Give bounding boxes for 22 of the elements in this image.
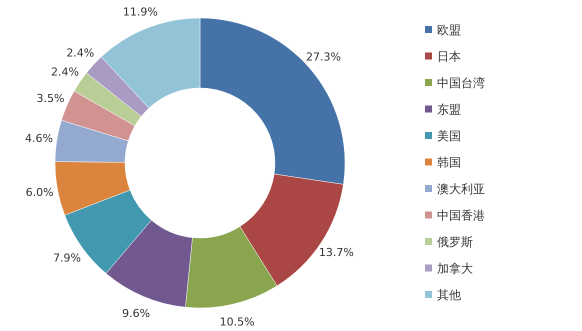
legend-label: 中国香港 [437, 208, 485, 222]
data-label: 10.5% [220, 316, 255, 329]
legend-label: 其他 [437, 288, 461, 302]
legend-label: 东盟 [437, 102, 461, 116]
data-label: 9.6% [122, 306, 150, 320]
data-label: 7.9% [53, 251, 82, 264]
data-label: 13.7% [318, 246, 354, 260]
legend-label: 韩国 [437, 156, 461, 170]
legend-label: 加拿大 [437, 262, 473, 276]
legend-label: 日本 [437, 50, 461, 64]
data-label: 27.3% [306, 50, 341, 64]
data-label: 2.4% [51, 66, 79, 79]
legend-label: 澳大利亚 [437, 182, 485, 196]
legend-label: 俄罗斯 [437, 235, 473, 249]
data-label: 3.5% [36, 92, 64, 106]
legend-label: 欧盟 [437, 23, 461, 37]
data-label: 6.0% [26, 186, 54, 200]
legend-label: 中国台湾 [437, 76, 485, 90]
legend-label: 美国 [437, 129, 461, 143]
data-label: 11.9% [122, 5, 158, 18]
data-label: 4.6% [24, 132, 53, 145]
data-label: 2.4% [66, 46, 94, 60]
